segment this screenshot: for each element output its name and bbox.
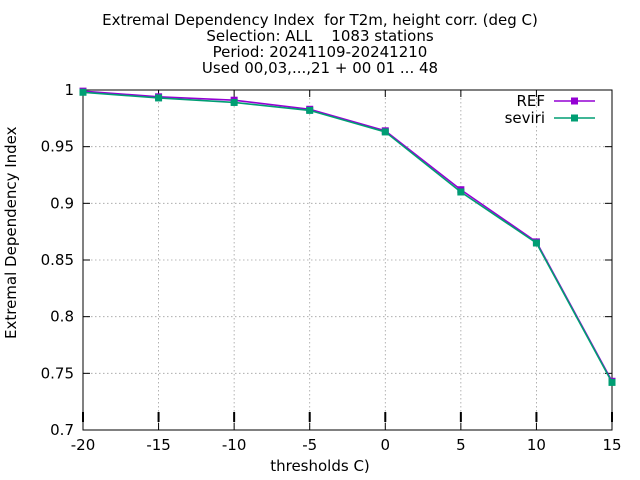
x-tick-label: 5 — [456, 436, 466, 454]
y-tick-label: 1 — [64, 81, 74, 99]
data-point — [230, 98, 238, 106]
x-tick-label: 10 — [527, 436, 546, 454]
x-tick-label: 0 — [381, 436, 391, 454]
chart-title-line-1: Extremal Dependency Index for T2m, heigh… — [102, 11, 538, 29]
x-tick-label: -15 — [146, 436, 171, 454]
y-tick-label: 0.8 — [50, 308, 74, 326]
y-tick-label: 0.7 — [50, 421, 74, 439]
legend-label-ref: REF — [516, 92, 545, 110]
chart-title-line-4: Used 00,03,...,21 + 00 01 ... 48 — [201, 59, 439, 77]
data-point — [79, 88, 87, 96]
legend-label-seviri: seviri — [505, 109, 545, 127]
x-tick-label: -20 — [71, 436, 96, 454]
legend-marker — [571, 97, 578, 105]
legend-marker — [571, 114, 578, 122]
data-point — [608, 378, 616, 386]
data-point — [457, 188, 465, 196]
chart-title-line-2: Selection: ALL 1083 stations — [206, 27, 434, 45]
data-point — [306, 106, 314, 114]
plot-border — [82, 89, 613, 431]
y-tick-label: 0.9 — [50, 194, 74, 212]
chart-title-line-3: Period: 20241109-20241210 — [212, 43, 428, 61]
y-tick-label: 0.95 — [41, 138, 74, 156]
data-point — [381, 128, 389, 136]
y-tick-label: 0.75 — [41, 364, 74, 382]
series-line-seviri — [82, 91, 613, 383]
series-line-ref — [82, 90, 613, 382]
y-tick-label: 0.85 — [41, 251, 74, 269]
data-point — [155, 94, 163, 102]
x-tick-label: 15 — [602, 436, 621, 454]
data-point — [532, 239, 540, 247]
x-tick-label: -10 — [222, 436, 247, 454]
x-tick-label: -5 — [302, 436, 317, 454]
x-axis-label: thresholds C) — [270, 457, 370, 475]
